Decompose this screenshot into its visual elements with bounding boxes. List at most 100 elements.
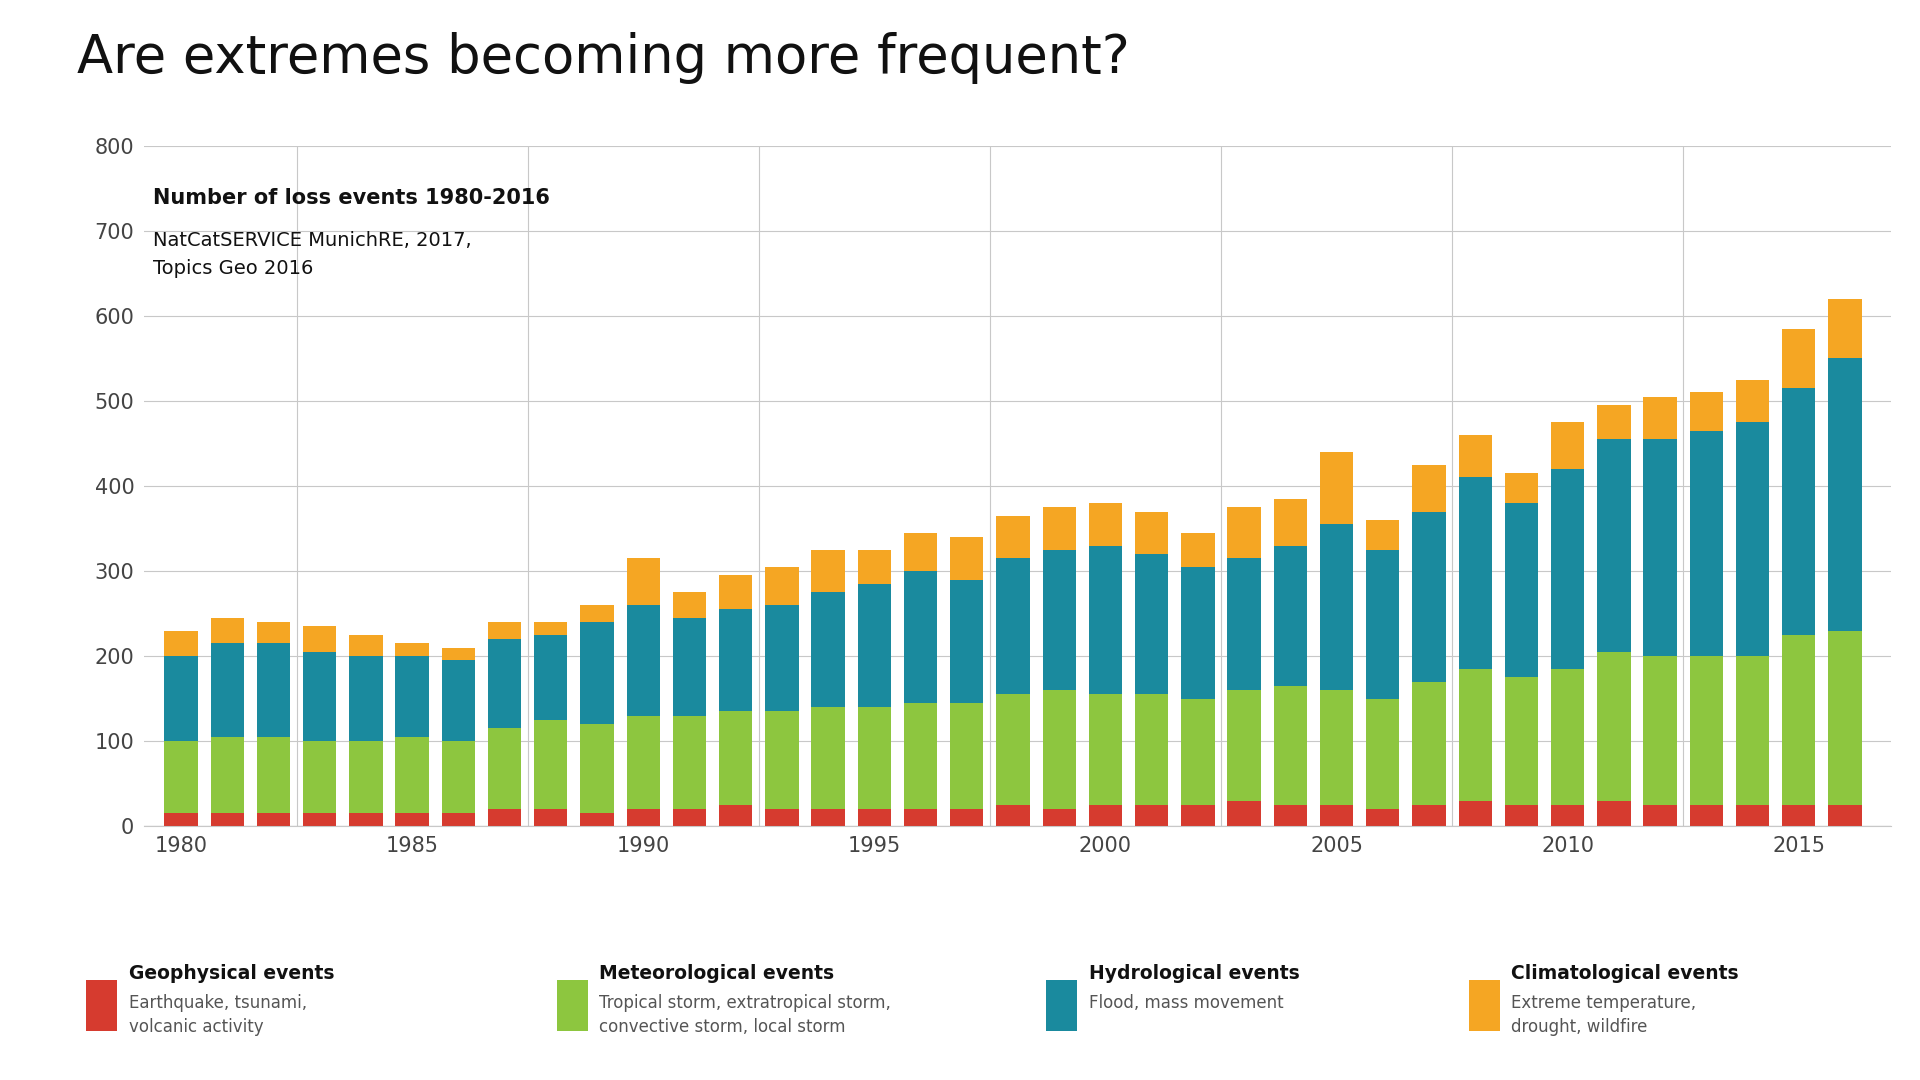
Bar (1181, 567, 1215, 699)
Bar (442, 813, 474, 826)
Bar (1413, 805, 1446, 826)
Bar (1644, 440, 1676, 656)
Bar (303, 741, 336, 813)
Bar (1551, 422, 1584, 469)
Bar (1413, 681, 1446, 805)
Bar (1319, 451, 1354, 524)
Bar (1505, 805, 1538, 826)
Bar (672, 592, 707, 618)
Bar (718, 576, 753, 609)
Text: NatCatSERVICE MunichRE, 2017,
Topics Geo 2016: NatCatSERVICE MunichRE, 2017, Topics Geo… (154, 231, 472, 278)
Bar (1135, 694, 1167, 805)
Bar (580, 622, 614, 724)
Bar (1135, 805, 1167, 826)
Bar (1690, 656, 1722, 805)
Text: Meteorological events: Meteorological events (599, 964, 833, 984)
Bar (1828, 359, 1862, 631)
Bar (1597, 652, 1630, 800)
Bar (1644, 656, 1676, 805)
Bar (1273, 499, 1308, 545)
Bar (812, 592, 845, 707)
Bar (349, 813, 382, 826)
Bar (904, 703, 937, 809)
Bar (1690, 431, 1722, 656)
Bar (534, 635, 568, 720)
Bar (1227, 690, 1261, 800)
Bar (349, 635, 382, 656)
Bar (1505, 473, 1538, 503)
Bar (1782, 805, 1816, 826)
Bar (950, 580, 983, 703)
Bar (626, 716, 660, 809)
Bar (1597, 800, 1630, 826)
Bar (1089, 503, 1121, 545)
Bar (303, 626, 336, 652)
Bar (1736, 380, 1768, 422)
Bar (1367, 809, 1400, 826)
Bar (1505, 503, 1538, 677)
Bar (1227, 558, 1261, 690)
Bar (488, 639, 520, 728)
Bar (1181, 805, 1215, 826)
Bar (1551, 669, 1584, 805)
Bar (1736, 805, 1768, 826)
Text: Tropical storm, extratropical storm,
convective storm, local storm: Tropical storm, extratropical storm, con… (599, 994, 891, 1036)
Bar (766, 712, 799, 809)
Bar (1459, 669, 1492, 800)
Bar (165, 741, 198, 813)
Bar (534, 622, 568, 635)
Bar (1736, 422, 1768, 656)
Bar (1690, 392, 1722, 431)
Bar (1319, 690, 1354, 805)
Bar (1043, 508, 1075, 550)
Bar (1367, 519, 1400, 550)
Bar (257, 644, 290, 737)
Bar (211, 618, 244, 644)
Bar (303, 813, 336, 826)
Bar (1551, 469, 1584, 669)
Bar (1227, 800, 1261, 826)
Bar (442, 660, 474, 741)
Bar (1319, 805, 1354, 826)
Bar (488, 728, 520, 809)
Bar (1413, 464, 1446, 512)
Bar (950, 809, 983, 826)
Bar (257, 622, 290, 644)
Bar (1782, 328, 1816, 388)
Bar (1736, 656, 1768, 805)
Bar (1273, 686, 1308, 805)
Bar (858, 707, 891, 809)
Bar (211, 644, 244, 737)
Bar (1505, 677, 1538, 805)
Bar (950, 537, 983, 580)
Bar (1597, 440, 1630, 652)
Bar (1043, 550, 1075, 690)
Text: Extreme temperature,
drought, wildfire: Extreme temperature, drought, wildfire (1511, 994, 1695, 1036)
Bar (396, 737, 428, 813)
Bar (1782, 635, 1816, 805)
Bar (1135, 554, 1167, 694)
Bar (672, 618, 707, 716)
Bar (1551, 805, 1584, 826)
Bar (858, 584, 891, 707)
Text: Hydrological events: Hydrological events (1089, 964, 1300, 984)
Bar (996, 558, 1029, 694)
Bar (442, 741, 474, 813)
Bar (766, 605, 799, 712)
Text: Flood, mass movement: Flood, mass movement (1089, 994, 1283, 1012)
Bar (488, 622, 520, 639)
Bar (1089, 694, 1121, 805)
Bar (718, 805, 753, 826)
Bar (766, 567, 799, 605)
Bar (211, 737, 244, 813)
Bar (211, 813, 244, 826)
Bar (1089, 545, 1121, 694)
Bar (1828, 805, 1862, 826)
Bar (1043, 690, 1075, 809)
Bar (626, 809, 660, 826)
Bar (812, 809, 845, 826)
Bar (996, 516, 1029, 558)
Bar (1459, 435, 1492, 477)
Bar (303, 652, 336, 741)
Bar (1273, 805, 1308, 826)
